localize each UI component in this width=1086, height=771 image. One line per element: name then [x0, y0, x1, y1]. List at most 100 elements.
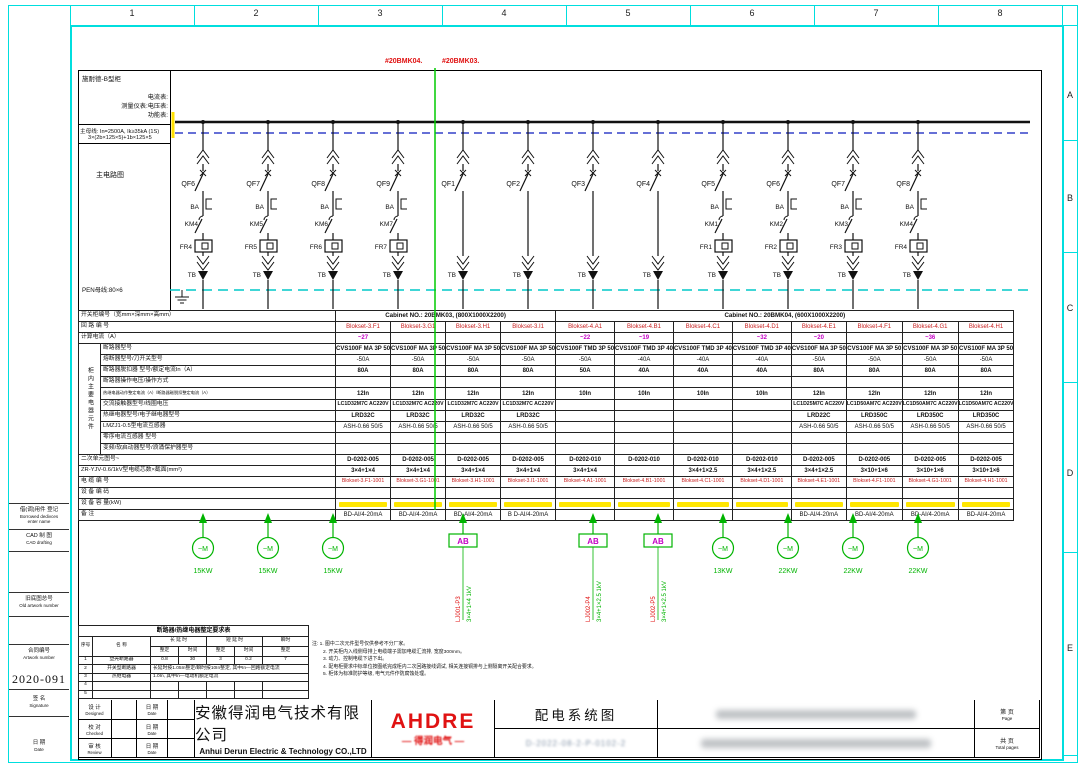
spec-cell: -50A: [390, 354, 447, 366]
spec-row-label: 零序电流互感器 型号: [100, 432, 336, 444]
row-letter: D: [1066, 468, 1074, 478]
spec-cell: [845, 432, 903, 444]
spec-cell: [957, 498, 1015, 510]
total-pages-cell: 共 页 Total pages: [975, 729, 1040, 758]
spec-cell: [901, 432, 959, 444]
spec-cell: -50A: [957, 354, 1015, 366]
date-cell-2: [168, 720, 195, 739]
drawing-number-cell: D-2022-08-2-P-0102-2: [495, 729, 658, 758]
project-subname-redacted: [701, 738, 931, 748]
spec-cell: 10In: [614, 387, 674, 400]
spec-cell: 12In: [500, 387, 557, 400]
capacity-redacted: [618, 501, 670, 507]
spec-cell: Blokset-4.D1: [731, 321, 792, 333]
spec-cell: [731, 421, 792, 433]
checked-label: 校 对: [88, 724, 101, 731]
spec-cell: [390, 332, 447, 344]
date-label-sidebar: 日 期 Date: [32, 740, 46, 752]
review-label: 审 核: [88, 743, 101, 750]
spec-cell: [445, 443, 502, 455]
spec-cell: ~36: [901, 332, 959, 344]
spec-cell: [672, 421, 733, 433]
spec-cell: [555, 432, 616, 444]
spec-cell: Blokset-4.C1: [672, 321, 733, 333]
spec-cell: D-0202-005: [901, 454, 959, 466]
spec-cell: [445, 487, 502, 499]
spec-cell: [390, 376, 447, 388]
spec-row: 变频/软启动器型号/浪涌保护器型号: [79, 443, 1015, 455]
ruler-number: 4: [501, 8, 507, 18]
spec-cell: 12In: [445, 387, 502, 400]
spec-cell: [555, 443, 616, 455]
cad-drafting-label: CAD 制 图 CAD drafting: [26, 533, 52, 545]
spec-cell: B D-AI/4-20mA: [500, 509, 557, 521]
spec-cell: LC1D32M7C AC220V: [334, 399, 392, 411]
spec-cell: CVS100F MA 3P 50: [500, 343, 557, 355]
spec-row: 零序电流互感器 型号: [79, 432, 1015, 444]
spec-cell: LC1D25M7C AC220V: [790, 399, 847, 411]
spec-row: 交流接触器型号/线圈电压 LC1D32M7C AC220V LC1D32M7C AC…: [79, 399, 1015, 411]
spec-row-label: 开关柜编号（宽mm×深mm×高mm）: [78, 310, 336, 322]
page-cell: 第 页 Page: [975, 700, 1040, 729]
note-line: 2. 开关柜内入线侧母排上电缆端子需加电缆汇流排, 宽度300mm。: [323, 649, 465, 655]
spec-cell: LRD32C: [334, 410, 392, 422]
spec-cell: ASH-0.66 50/5: [790, 421, 847, 433]
logo-subtext: — 得润电气 —: [401, 735, 465, 747]
settings-table-title: 断路器/热继电器整定要求表: [78, 625, 309, 637]
spec-cell: 3×10+1×6: [845, 465, 903, 477]
spec-cell: [614, 410, 674, 422]
spec-cell: [731, 509, 792, 521]
spec-cell: -40A: [614, 354, 674, 366]
spec-cell: 80A: [845, 365, 903, 377]
spec-cell: [901, 487, 959, 499]
spec-cell: [672, 432, 733, 444]
spec-row: 热继电器型号/电子继电器型号 LRD32C LRD32C LRD32C LRD32C LR…: [79, 410, 1015, 422]
spec-row: 柜内主要电器元件 断路器型号 CVS100F MA 3P 50 CVS100F MA …: [78, 343, 1015, 455]
note-line: 5. 柜体为标准防护等级, 电气元件作防腐蚀处理。: [323, 672, 429, 678]
spec-row-label: 热继电器动作整定电流（A）/断路器磁脱扣整定电流（A）: [100, 387, 336, 400]
spec-cell: [901, 443, 959, 455]
spec-cell: 3×10+1×6: [957, 465, 1015, 477]
spec-row-label: 设 备 编 码: [78, 487, 336, 499]
spec-cell: Blokset-4.H1-1001: [957, 476, 1015, 488]
spec-cell: [845, 332, 903, 344]
spec-cell: BD-AI/4-20mA: [334, 509, 392, 521]
spec-cell: 50A: [555, 365, 616, 377]
date-cell-3: [168, 739, 195, 758]
spec-cell: [500, 432, 557, 444]
spec-cell: [500, 332, 557, 344]
contract-number-label: 合同编号 Artwork number: [23, 648, 55, 660]
spec-cell: 80A: [445, 365, 502, 377]
spec-cell: [790, 487, 847, 499]
spec-cell: Blokset-4.G1-1001: [901, 476, 959, 488]
spec-cell: ASH-0.66 50/5: [901, 421, 959, 433]
spec-row-label: 断路器操作电压/操作方式: [100, 376, 336, 388]
note-line: 3. 动力、控制电缆下进下出。: [323, 657, 388, 663]
spec-cell: 80A: [334, 365, 392, 377]
spec-cell: LRD32C: [500, 410, 557, 422]
spec-cell: Blokset-4.E1-1001: [790, 476, 847, 488]
spec-cell: [957, 332, 1015, 344]
spec-row: 计算电流（A） ~27 ~22 ~19 ~32 ~20 ~36: [78, 332, 1015, 344]
spec-cell: [555, 399, 616, 411]
spec-cell: [845, 487, 903, 499]
spec-cell: ASH-0.66 50/5: [334, 421, 392, 433]
breaker-settings-table: 断路器/热继电器整定要求表 序号名 称长 延 时短 延 时瞬时 整定 时间 整定 时间 整定…: [78, 625, 309, 699]
spec-cell: [845, 498, 903, 510]
spec-row-label: 熔断器型号/刀开关型号: [100, 354, 336, 366]
spec-cell: 3×4+1×4: [445, 465, 502, 477]
cabinet-header-left: Cabinet NO.: 20BMK03, (800X1000X2200): [334, 310, 557, 322]
spec-cell: D-0202-005: [445, 454, 502, 466]
spec-row-label: 电 缆 编 号: [78, 476, 336, 488]
company-cell: 安徽得润电气技术有限公司 Anhui Derun Electric & Tech…: [195, 700, 372, 758]
capacity-redacted: [676, 501, 729, 507]
spec-cell: -50A: [445, 354, 502, 366]
spec-cell: BD-AI/4-20mA: [390, 509, 447, 521]
row-letter: B: [1066, 193, 1073, 203]
note-line: 注: 1. 图中二次元件型号仅供参考不分厂家。: [312, 642, 409, 647]
spec-cell: 10In: [555, 387, 616, 400]
spec-cell: [731, 399, 792, 411]
note-line: 4. 配电柜要求中标单位按图纸完成柜内二次回路接线调试, 相关连接铜排与上侧隔离…: [323, 664, 537, 670]
spec-cell: [672, 376, 733, 388]
